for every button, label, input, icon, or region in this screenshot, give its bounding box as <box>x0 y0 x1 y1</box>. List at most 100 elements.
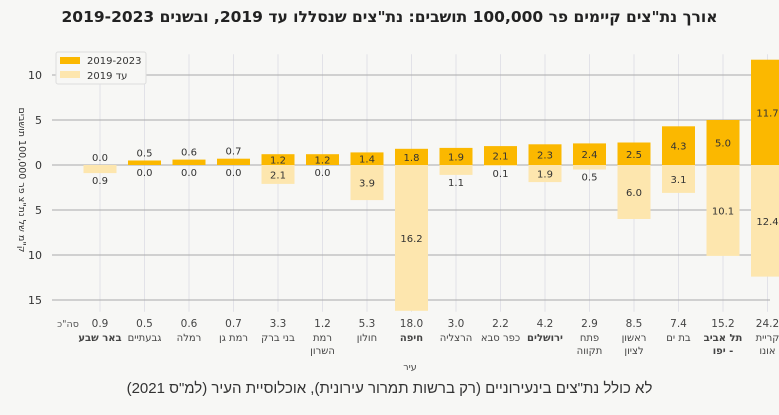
data-label-before-2019: 0.0 <box>137 168 153 179</box>
bar-2019-2023 <box>662 126 695 165</box>
bar-before-2019 <box>573 165 606 170</box>
data-label-before-2019: 0.0 <box>315 168 331 179</box>
data-label-2019-2023: 0.6 <box>181 148 197 159</box>
data-label-2019-2023: 2.4 <box>582 150 598 161</box>
y-tick-label: 5 <box>35 114 42 127</box>
data-label-before-2019: 10.1 <box>712 206 734 217</box>
data-label-before-2019: 0.1 <box>493 169 509 180</box>
total-label: 1.2 <box>314 318 331 330</box>
data-label-2019-2023: 0.7 <box>226 147 242 158</box>
legend-swatch-before-2019 <box>60 71 80 78</box>
x-tick-label: חיפה <box>400 333 423 344</box>
x-tick-label: השרון <box>310 346 335 357</box>
data-label-2019-2023: 4.3 <box>671 142 687 153</box>
x-tick-label: רמת גן <box>219 333 248 344</box>
data-label-before-2019: 2.1 <box>270 170 286 181</box>
x-tick-label: הרצליה <box>440 333 473 344</box>
bar-2019-2023 <box>217 158 250 165</box>
x-tick-label: רמת <box>313 333 332 344</box>
x-tick-label: תל אביב <box>704 333 743 344</box>
x-tick-label: פתח <box>580 333 599 344</box>
chart-caption: לא כולל נת"צים בינעירוניים (רק ברשות תמר… <box>126 380 653 397</box>
bar-before-2019 <box>484 165 517 166</box>
x-tick-label: בת ים <box>666 333 691 344</box>
data-label-2019-2023: 11.7 <box>756 108 778 119</box>
total-label: 3.3 <box>270 318 287 330</box>
y-tick-label: 0 <box>35 159 42 172</box>
data-label-2019-2023: 1.2 <box>270 156 286 167</box>
bar-chart: 10 5 0 5 10 15 ק"מ של נת"צ פר 100,000 תושבים 0.… <box>16 51 779 373</box>
total-label: 24.2 <box>756 318 779 330</box>
bar-before-2019 <box>83 165 117 174</box>
x-tick-label: גבעתיים <box>128 333 162 344</box>
data-label-before-2019: 3.9 <box>359 179 375 190</box>
total-label: 0.9 <box>92 318 109 330</box>
bar-2019-2023 <box>261 154 295 165</box>
bar-2019-2023 <box>617 142 651 165</box>
total-label: 0.6 <box>181 318 198 330</box>
data-label-before-2019: 1.1 <box>448 178 464 189</box>
bar-2019-2023 <box>439 147 473 165</box>
data-label-before-2019: 0.5 <box>582 173 598 184</box>
total-label: 3.0 <box>448 318 465 330</box>
total-label: 15.2 <box>711 318 734 330</box>
x-tick-label: רמלה <box>177 333 202 344</box>
bar-before-2019 <box>662 165 695 193</box>
total-label: 2.9 <box>581 318 598 330</box>
chart-title: אורך נת"צים קיימים פר 100,000 תושבים: נת… <box>61 8 718 26</box>
data-label-before-2019: 0.0 <box>226 168 242 179</box>
total-row-label: סה"כ <box>57 319 79 330</box>
x-tick-label: חולון <box>357 333 377 344</box>
total-label: 0.5 <box>136 318 153 330</box>
data-label-2019-2023: 0.0 <box>92 153 108 164</box>
data-label-2019-2023: 2.3 <box>537 151 553 162</box>
bar-2019-2023 <box>751 59 779 166</box>
data-label-before-2019: 0.0 <box>181 168 197 179</box>
bar-2019-2023 <box>350 152 384 165</box>
x-tick-label: ירושלים <box>527 333 563 344</box>
x-tick-label: אונו <box>759 346 775 357</box>
y-tick-label: 10 <box>28 69 42 82</box>
y-axis-label: ק"מ של נת"צ פר 100,000 תושבים <box>16 108 27 253</box>
bar-2019-2023 <box>128 160 161 165</box>
legend-label-2019-2023: 2019-2023 <box>87 56 142 67</box>
bar-before-2019 <box>261 165 295 184</box>
total-label: 2.2 <box>492 318 509 330</box>
y-tick-label: 5 <box>35 204 42 217</box>
data-label-2019-2023: 1.8 <box>404 153 420 164</box>
total-label: 18.0 <box>400 318 423 330</box>
data-label-before-2019: 1.9 <box>537 170 553 181</box>
legend-label-before-2019: 2019 עד <box>87 71 127 82</box>
x-axis-label: עיר <box>403 362 416 373</box>
total-label: 4.2 <box>537 318 554 330</box>
total-label: 7.4 <box>670 318 687 330</box>
total-label: 8.5 <box>626 318 643 330</box>
bar-before-2019 <box>617 165 651 219</box>
bar-before-2019 <box>439 165 473 175</box>
data-label-2019-2023: 2.1 <box>493 152 509 163</box>
y-tick-label: 15 <box>28 294 42 307</box>
bar-before-2019 <box>350 165 384 201</box>
data-label-before-2019: 0.9 <box>92 176 108 187</box>
x-tick-label: בני ברק <box>261 333 295 344</box>
bar-before-2019 <box>706 165 740 256</box>
bar-before-2019 <box>395 165 428 311</box>
data-label-2019-2023: 1.9 <box>448 152 464 163</box>
y-tick-label: 10 <box>28 249 42 262</box>
data-label-before-2019: 12.4 <box>756 217 778 228</box>
data-label-2019-2023: 2.5 <box>626 150 642 161</box>
x-tick-label: ראשון <box>622 333 647 344</box>
bar-2019-2023 <box>706 120 740 165</box>
legend-swatch-2019-2023 <box>60 57 80 64</box>
bar-2019-2023 <box>573 143 606 165</box>
x-tick-label: כפר סבא <box>481 333 520 344</box>
bar-before-2019 <box>528 165 562 183</box>
total-label: 0.7 <box>225 318 242 330</box>
x-tick-label: תקווה <box>577 346 603 357</box>
bar-2019-2023 <box>484 146 517 165</box>
x-tick-label: - יפו <box>713 346 734 357</box>
data-label-2019-2023: 1.2 <box>315 156 331 167</box>
data-label-2019-2023: 5.0 <box>715 139 731 150</box>
bar-2019-2023 <box>528 144 562 165</box>
bar-2019-2023 <box>172 159 206 165</box>
